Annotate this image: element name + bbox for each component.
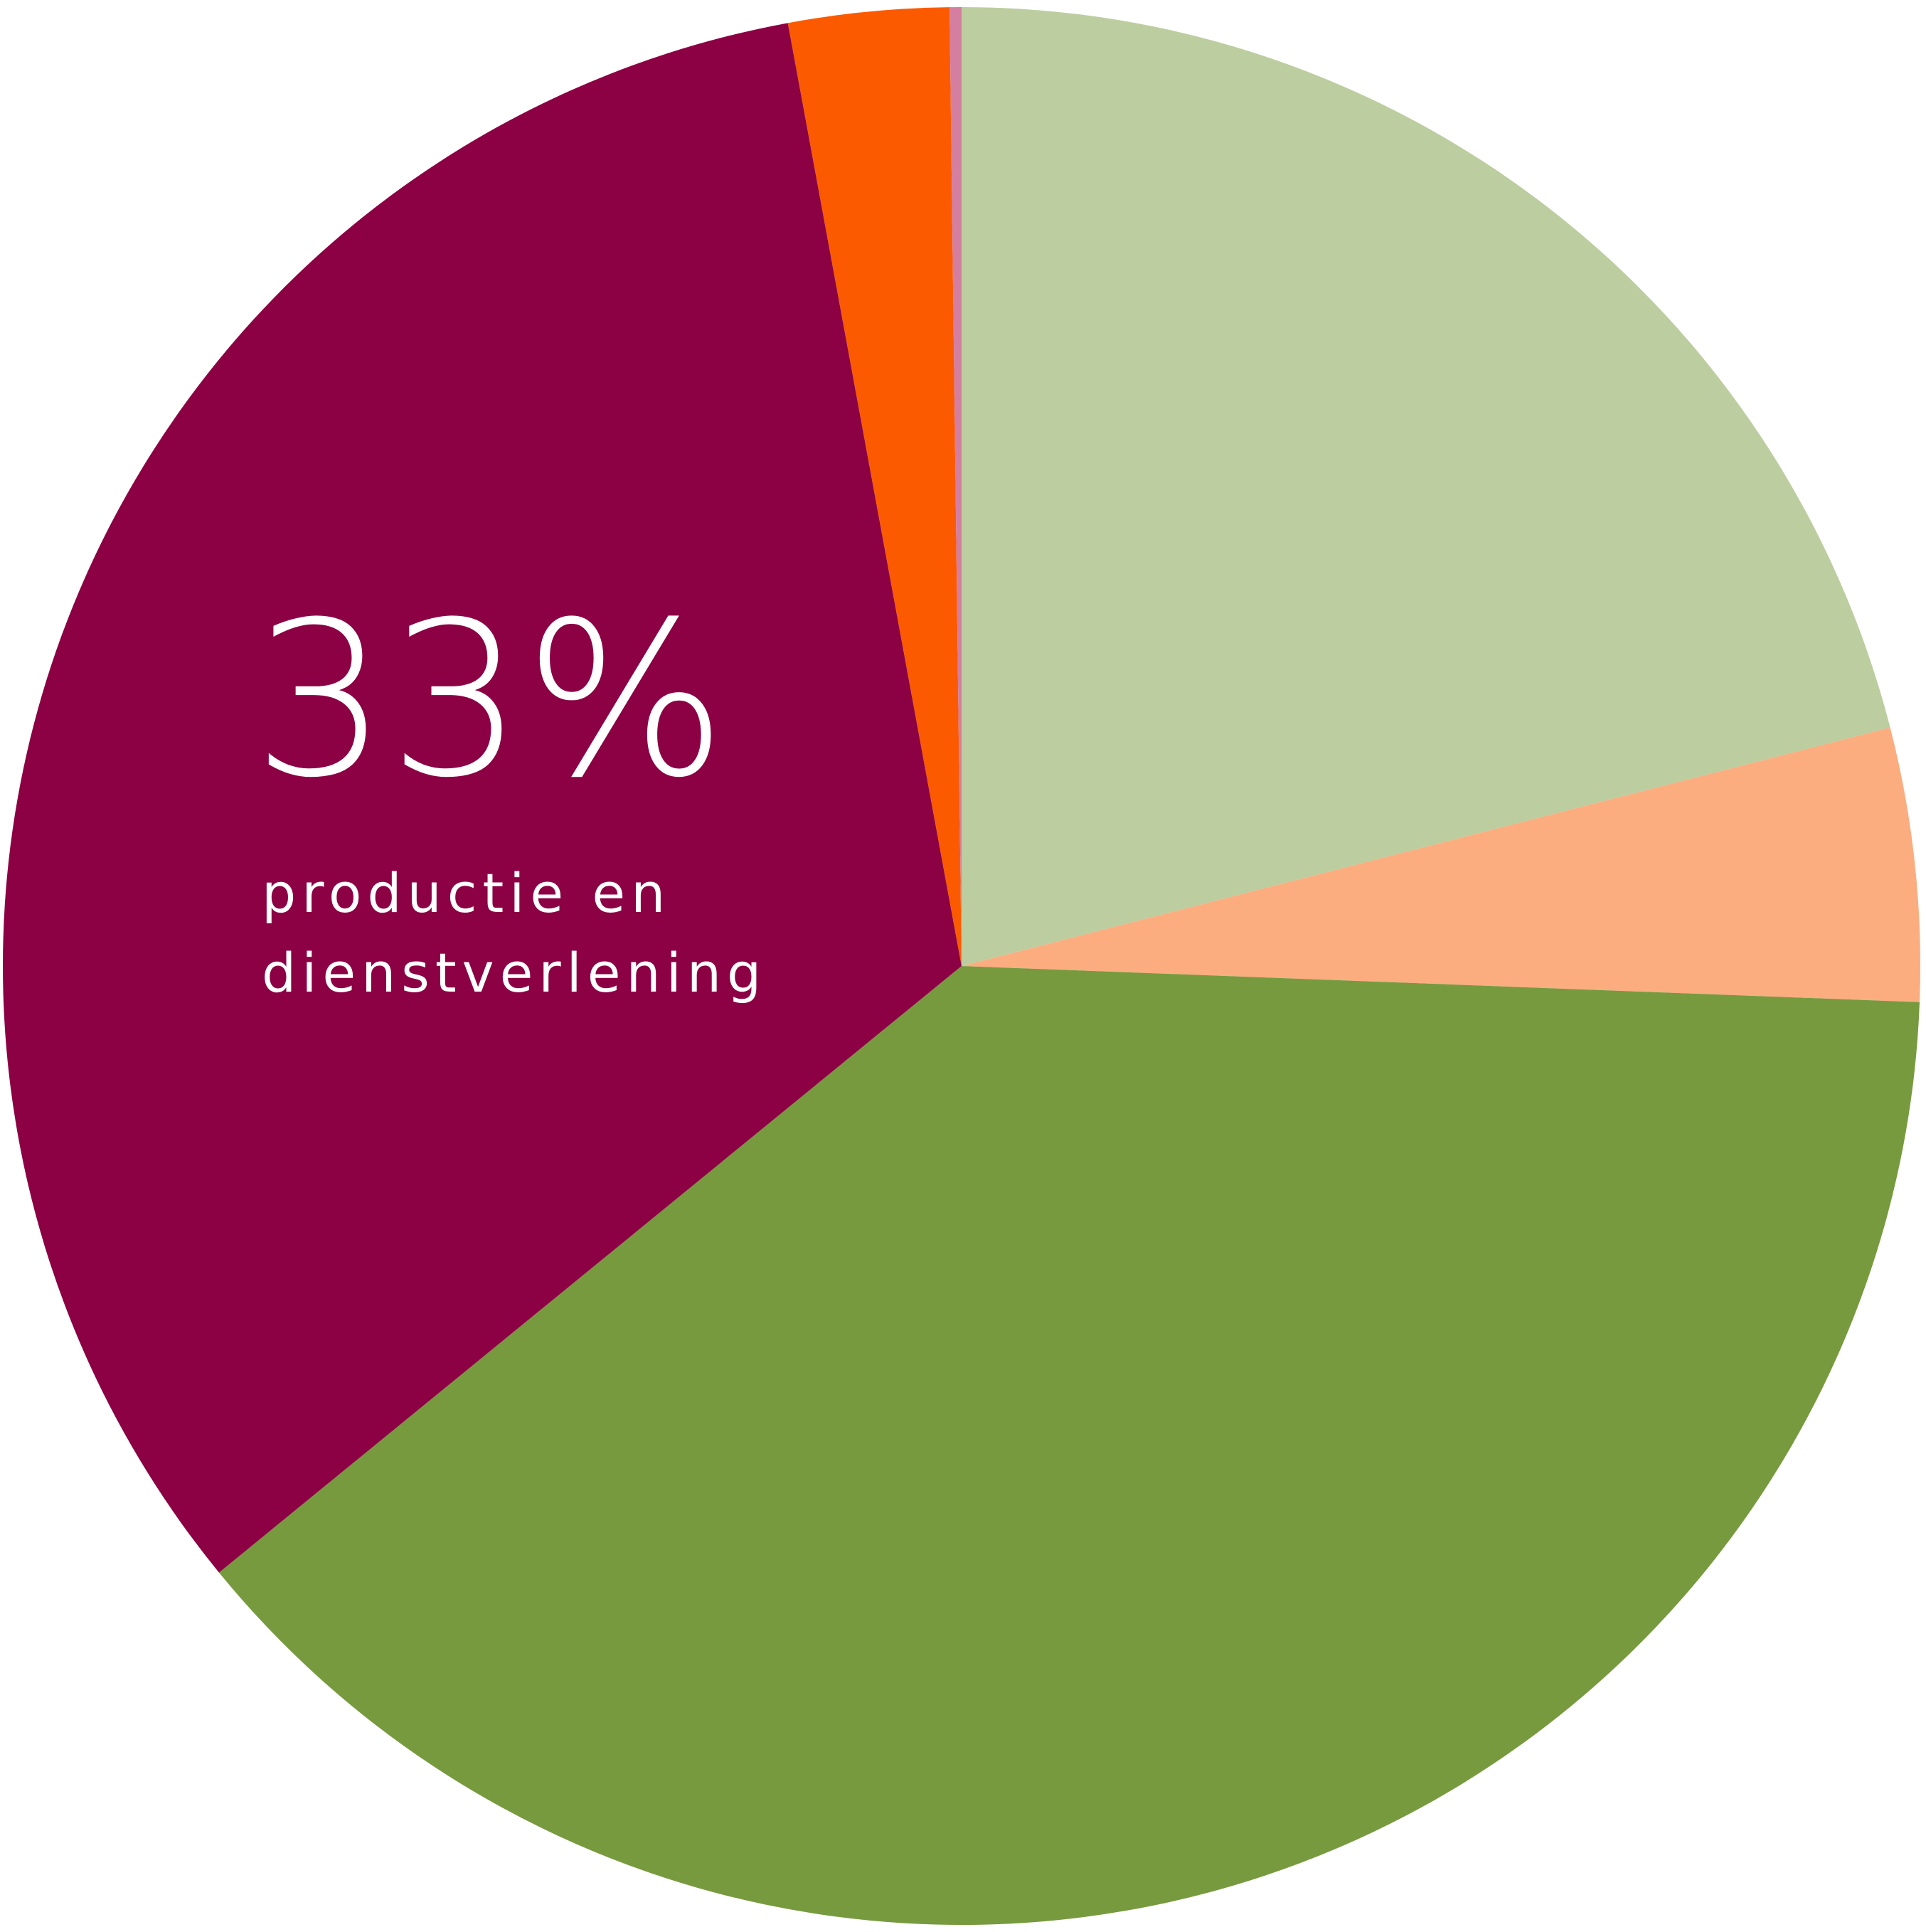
pie-slice <box>949 7 962 966</box>
pie-slice <box>3 23 962 1573</box>
pie-slice <box>218 966 1920 1926</box>
slice-label: productie en dienstverlening <box>262 861 767 1004</box>
data-label: 33% <box>252 576 727 824</box>
pie-slice <box>962 7 1890 966</box>
pie-slice <box>962 727 1920 1002</box>
pie-slice <box>787 7 962 966</box>
